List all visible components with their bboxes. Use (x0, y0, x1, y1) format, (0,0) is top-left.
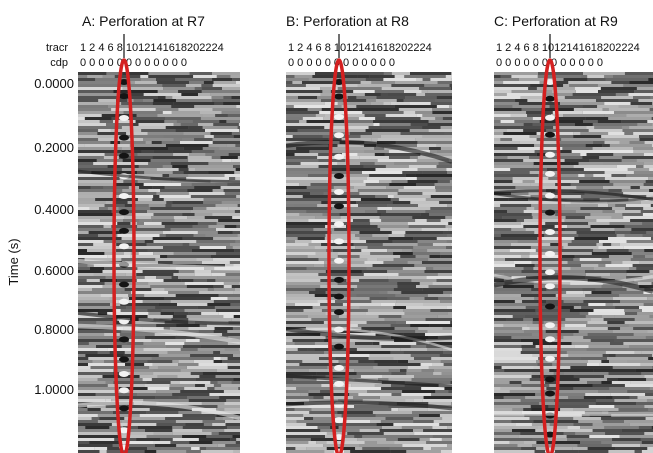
y-tick-label: 1.0000 (34, 382, 74, 397)
panel-title: B: Perforation at R8 (286, 13, 409, 29)
y-tick-label: 0.6000 (34, 263, 74, 278)
tracr-label: tracr (46, 42, 68, 54)
panel-title: A: Perforation at R7 (82, 13, 205, 29)
y-tick-label: 0.4000 (34, 202, 74, 217)
cdp-ticks: 0 0 0 0 0 0 0 0 0 0 0 0 (80, 57, 187, 69)
perforation-highlight-ellipse (538, 58, 562, 453)
perforation-highlight-ellipse (327, 58, 351, 453)
perforation-highlight-ellipse (112, 58, 136, 453)
tracr-ticks: 1 2 4 6 8 1012141618202224 (288, 42, 432, 54)
tracr-ticks: 1 2 4 6 8 1012141618202224 (496, 42, 640, 54)
panel-c: C: Perforation at R9 1 2 4 6 8 101214161… (494, 13, 653, 453)
y-tick-label: 0.0000 (34, 76, 74, 91)
y-tick-label: 0.8000 (34, 322, 74, 337)
panel-title: C: Perforation at R9 (494, 13, 618, 29)
y-tick-label: 0.2000 (34, 140, 74, 155)
tracr-ticks: 1 2 4 6 8 1012141618202224 (80, 42, 224, 54)
panel-b: B: Perforation at R8 1 2 4 6 8 101214161… (286, 13, 452, 453)
y-axis-label: Time (s) (6, 238, 21, 285)
cdp-label: cdp (50, 57, 68, 69)
panel-a: A: Perforation at R7 tracr cdp 1 2 4 6 8… (46, 13, 240, 453)
